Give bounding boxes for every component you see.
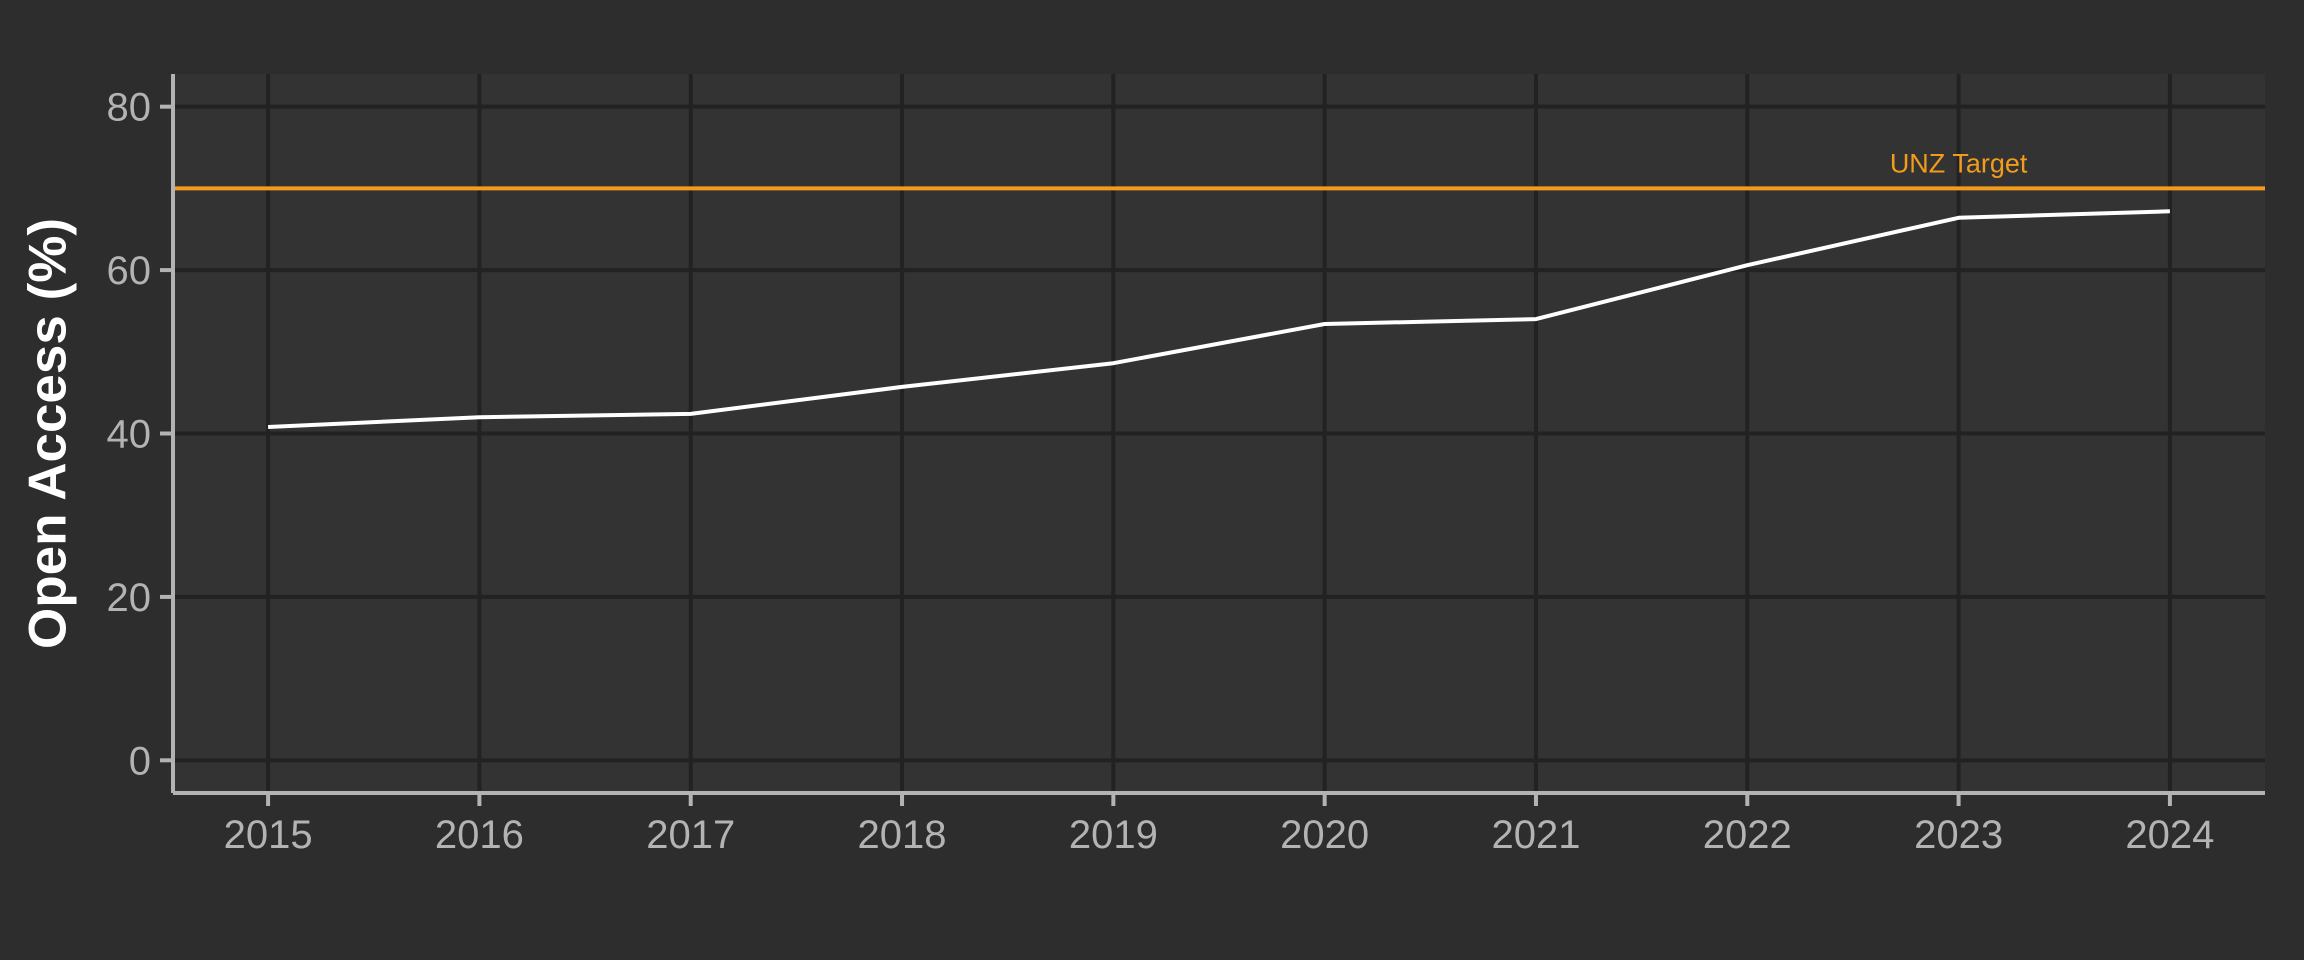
x-tick-label-2023: 2023 [1914,813,2003,857]
y-tick-label-80: 80 [107,86,152,130]
x-tick-label-2015: 2015 [224,813,313,857]
x-tick-label-2016: 2016 [435,813,524,857]
x-tick-label-2017: 2017 [646,813,735,857]
y-tick-label-40: 40 [107,413,152,457]
y-tick-label-60: 60 [107,249,152,293]
x-tick-label-2019: 2019 [1069,813,1158,857]
tick-labels: 0 20 40 60 80 2015 2016 2017 2018 2019 2020 2021 202… [107,86,2215,857]
x-tick-label-2020: 2020 [1280,813,1369,857]
series-line-0 [268,209,2170,429]
target-reference: UNZ Target [173,148,2265,191]
grid-lines [173,74,2265,793]
x-tick-label-2024: 2024 [2125,813,2214,857]
x-tick-label-2021: 2021 [1491,813,1580,857]
y-tick-label-0: 0 [129,739,151,783]
y-tick-label-20: 20 [107,576,152,620]
y-axis-title: Open Access (%) [19,218,78,649]
axes [160,74,2265,806]
x-tick-label-2022: 2022 [1703,813,1792,857]
series-lines [268,209,2170,429]
x-tick-label-2018: 2018 [858,813,947,857]
target-label: UNZ Target [1890,148,2028,178]
